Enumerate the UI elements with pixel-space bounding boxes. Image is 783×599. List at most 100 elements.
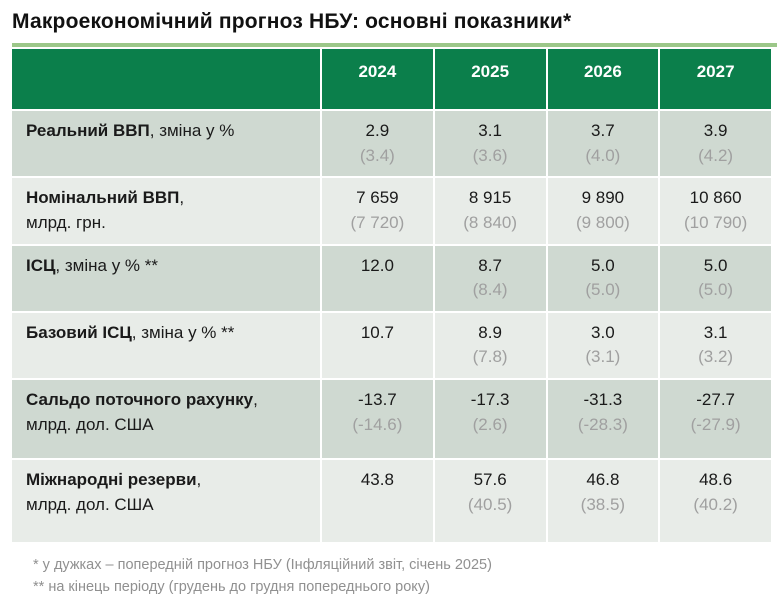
cell-reserves-2025: 57.6 (40.5) — [434, 460, 546, 543]
value: 48.6 — [699, 470, 733, 490]
previous-forecast: (2.6) — [472, 414, 508, 434]
previous-forecast: (-28.3) — [577, 414, 628, 434]
cell-reserves-2027: 48.6 (40.2) — [660, 460, 771, 543]
cell-nominal-gdp-2024: 7 659 (7 720) — [322, 178, 433, 244]
cell-reserves-2026: 46.8 (38.5) — [547, 460, 659, 543]
row-label-current-account: Сальдо поточного рахунку, млрд. дол. США — [12, 380, 320, 459]
cell-real-gdp-2025: 3.1 (3.6) — [434, 111, 546, 177]
previous-forecast: (5.0) — [585, 280, 621, 300]
cell-nominal-gdp-2025: 8 915 (8 840) — [434, 178, 546, 244]
cell-reserves-2024: 43.8 — [322, 460, 433, 543]
row-label-suffix: , зміна у % ** — [55, 255, 158, 275]
previous-forecast: (8.4) — [472, 280, 508, 300]
cell-core-cpi-2024: 10.7 — [322, 312, 433, 379]
previous-forecast: (3.1) — [585, 347, 621, 367]
row-label-bold: Міжнародні резерви — [26, 470, 197, 490]
footnote-previous-forecast: * у дужках – попередній прогноз НБУ (Інф… — [33, 557, 492, 574]
cell-current-account-2027: -27.7 (-27.9) — [660, 380, 771, 459]
value: 3.0 — [591, 322, 615, 342]
cell-real-gdp-2027: 3.9 (4.2) — [660, 111, 771, 177]
cell-nominal-gdp-2026: 9 890 (9 800) — [547, 178, 659, 244]
cell-cpi-2024: 12.0 — [322, 245, 433, 311]
cell-cpi-2025: 8.7 (8.4) — [434, 245, 546, 311]
value: 8.7 — [478, 255, 502, 275]
cell-core-cpi-2026: 3.0 (3.1) — [547, 312, 659, 379]
previous-forecast: (38.5) — [580, 494, 626, 514]
header-year-2024: 2024 — [322, 49, 433, 109]
previous-forecast: (40.5) — [467, 494, 513, 514]
row-label-bold: Базовий ІСЦ — [26, 322, 132, 342]
value: 3.1 — [478, 121, 502, 140]
cell-current-account-2024: -13.7 (-14.6) — [322, 380, 433, 459]
header-year-2027: 2027 — [660, 49, 771, 109]
row-label-bold: ІСЦ — [26, 255, 56, 275]
value: 10 860 — [689, 188, 742, 208]
previous-forecast: (10 790) — [683, 212, 748, 232]
cell-current-account-2026: -31.3 (-28.3) — [547, 380, 659, 459]
cell-cpi-2026: 5.0 (5.0) — [547, 245, 659, 311]
value: 9 890 — [581, 188, 625, 208]
cell-real-gdp-2026: 3.7 (4.0) — [547, 111, 659, 177]
cell-core-cpi-2027: 3.1 (3.2) — [660, 312, 771, 379]
value: -27.7 — [696, 390, 735, 410]
row-label-real-gdp: Реальний ВВП, зміна у % — [12, 111, 320, 177]
row-label-line2: млрд. дол. США — [26, 414, 154, 434]
header-empty-cell — [12, 49, 320, 109]
footnotes: * у дужках – попередній прогноз НБУ (Інф… — [12, 555, 771, 599]
value: 3.7 — [591, 121, 615, 140]
row-label-suffix: , — [196, 470, 202, 490]
row-label-bold: Номінальний ВВП — [26, 188, 180, 208]
cell-real-gdp-2024: 2.9 (3.4) — [322, 111, 433, 177]
previous-forecast: (3.4) — [359, 145, 395, 165]
previous-forecast: (-27.9) — [690, 414, 741, 434]
previous-forecast: (9 800) — [575, 212, 630, 232]
title-underline — [12, 43, 777, 47]
previous-forecast: (3.6) — [472, 145, 508, 165]
row-label-suffix: , — [179, 188, 185, 208]
value: 57.6 — [473, 470, 507, 490]
value: 8 915 — [468, 188, 512, 208]
row-label-bold: Сальдо поточного рахунку — [26, 390, 254, 410]
row-label-core-cpi: Базовий ІСЦ, зміна у % ** — [12, 312, 320, 379]
header-year-2025: 2025 — [434, 49, 546, 109]
row-label-cpi: ІСЦ, зміна у % ** — [12, 245, 320, 311]
forecast-table: 2024 2025 2026 2027 Реальний ВВП, зміна … — [12, 49, 771, 543]
row-label-reserves: Міжнародні резерви, млрд. дол. США — [12, 460, 320, 543]
header-year-2026: 2026 — [547, 49, 659, 109]
cell-current-account-2025: -17.3 (2.6) — [434, 380, 546, 459]
previous-forecast: (4.2) — [698, 145, 734, 165]
footnote-end-of-period: ** на кінець періоду (грудень до грудня … — [33, 578, 430, 595]
previous-forecast: (40.2) — [693, 494, 738, 514]
value: -13.7 — [358, 390, 397, 410]
row-label-bold: Реальний ВВП — [26, 121, 150, 140]
row-label-suffix: , зміна у % — [149, 121, 235, 140]
value: 5.0 — [703, 255, 728, 275]
row-label-suffix: , — [253, 390, 258, 410]
cell-core-cpi-2025: 8.9 (7.8) — [434, 312, 546, 379]
previous-forecast: (5.0) — [698, 280, 734, 300]
value: 43.8 — [360, 470, 394, 490]
row-label-line2: млрд. дол. США — [26, 494, 154, 514]
previous-forecast: (7 720) — [350, 212, 405, 232]
row-label-line2: млрд. грн. — [26, 212, 106, 232]
value: -17.3 — [470, 390, 510, 410]
previous-forecast: (-14.6) — [352, 414, 403, 434]
value: 3.1 — [703, 322, 728, 342]
previous-forecast: (7.8) — [472, 347, 508, 367]
value: 10.7 — [360, 322, 394, 342]
value: 5.0 — [591, 255, 615, 275]
value: 8.9 — [478, 322, 502, 342]
value: 7 659 — [356, 188, 399, 208]
value: -31.3 — [583, 390, 623, 410]
cell-nominal-gdp-2027: 10 860 (10 790) — [660, 178, 771, 244]
value: 2.9 — [365, 121, 390, 140]
value: 3.9 — [703, 121, 728, 140]
value: 46.8 — [586, 470, 620, 490]
value: 12.0 — [360, 255, 394, 275]
page-title: Макроекономічний прогноз НБУ: основні по… — [12, 10, 572, 33]
previous-forecast: (4.0) — [585, 145, 621, 165]
row-label-nominal-gdp: Номінальний ВВП, млрд. грн. — [12, 178, 320, 244]
previous-forecast: (3.2) — [698, 347, 734, 367]
cell-cpi-2027: 5.0 (5.0) — [660, 245, 771, 311]
previous-forecast: (8 840) — [463, 212, 518, 232]
